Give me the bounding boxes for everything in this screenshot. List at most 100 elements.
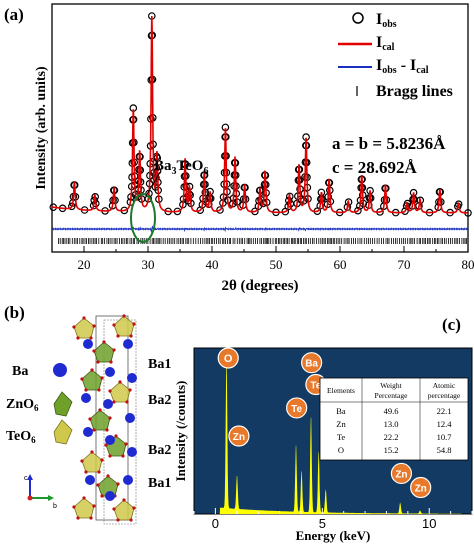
xrd-x-tick-label: 80 <box>462 257 474 272</box>
oxygen-atom <box>92 349 96 353</box>
oxygen-atom <box>108 416 112 420</box>
eds-x-tick-labels: 0 5 10 <box>212 516 437 531</box>
impurity-label: Ba3TeO6 <box>154 158 208 177</box>
legend-cal: Ical <box>376 34 395 53</box>
table-cell: Te <box>337 432 346 442</box>
lattice-c: c = 28.692Å <box>332 158 417 177</box>
oxygen-atom <box>102 340 106 344</box>
panel-b: (b) Ba ZnO6 TeO6 Ba1 Ba2 Ba2 Ba1 c b <box>4 303 171 525</box>
element-badge-label: Zn <box>233 432 245 443</box>
element-badge <box>286 397 308 419</box>
ba-atom <box>85 475 95 485</box>
zno-octahedron <box>89 409 111 431</box>
oxygen-atom <box>114 434 118 438</box>
bragg-lines <box>58 238 467 244</box>
oxygen-atom <box>97 470 101 474</box>
table-header: Atomic <box>433 381 456 390</box>
obs-points <box>49 12 472 217</box>
b-axis-arrowhead <box>48 495 54 501</box>
b-axis-label: b <box>53 503 57 510</box>
oxygen-atom <box>109 360 113 364</box>
panel-b-label: (b) <box>4 303 25 322</box>
lattice-a: a = b = 5.8236Å <box>332 134 446 153</box>
table-cell: 54.8 <box>437 445 452 455</box>
oxygen-atom <box>108 454 112 458</box>
oxygen-atom <box>82 316 86 320</box>
oxygen-atom <box>92 324 96 328</box>
table-header: Weight <box>380 381 402 390</box>
c-axis-label: c <box>24 475 28 482</box>
panel-c-label: (c) <box>442 315 461 334</box>
oxygen-atom <box>89 336 93 340</box>
ba-atom <box>127 447 137 457</box>
ba-atom <box>127 373 137 383</box>
legend-obs-marker <box>352 12 364 24</box>
oxygen-atom <box>96 483 100 487</box>
oxygen-atom <box>98 408 102 412</box>
ba-atom <box>83 339 93 349</box>
element-badge-label: O <box>224 353 233 365</box>
axes-triad: c b <box>24 474 57 510</box>
ba-atom <box>123 339 133 349</box>
oxygen-atom <box>116 334 120 338</box>
site-label-ba2-bottom: Ba2 <box>148 443 171 458</box>
element-badge-label: Ba <box>305 359 318 370</box>
table-header: Elements <box>327 386 355 395</box>
legend-teo-octahedron <box>53 419 73 445</box>
oxygen-atom <box>104 443 108 447</box>
element-badge <box>217 347 239 369</box>
zno-octahedron <box>93 341 115 363</box>
oxygen-atom <box>97 388 101 392</box>
table-cell: 22.1 <box>437 406 452 416</box>
obs-point <box>68 202 76 211</box>
ba-atom <box>105 367 115 377</box>
oxygen-atom <box>100 458 104 462</box>
table-cell: O <box>338 445 344 455</box>
ba-atom <box>103 399 113 409</box>
oxygen-atom <box>84 470 88 474</box>
oxygen-atom <box>112 507 116 511</box>
table-cell: 15.2 <box>384 445 399 455</box>
teo-octahedron <box>113 499 135 521</box>
element-badge <box>390 462 413 485</box>
eds-x-tick-label: 0 <box>212 516 219 531</box>
oxygen-atom <box>112 348 116 352</box>
ba-atom <box>125 413 135 423</box>
eds-x-tick-label: 5 <box>319 516 326 531</box>
ba-atom <box>105 435 115 445</box>
oxygen-atom <box>80 459 84 463</box>
xrd-plot-frame <box>51 3 469 253</box>
xrd-x-tick-label: 60 <box>334 257 347 272</box>
oxygen-atom <box>116 482 120 486</box>
oxygen-atom <box>118 380 122 384</box>
oxygen-atom <box>72 325 76 329</box>
oxygen-atom <box>84 388 88 392</box>
xrd-x-tick-label: 50 <box>270 257 283 272</box>
oxygen-atom <box>80 377 84 381</box>
oxygen-atom <box>88 417 92 421</box>
table-cell: 12.4 <box>437 419 453 429</box>
teo-octahedron <box>73 497 95 519</box>
oxygen-atom <box>132 506 136 510</box>
table-cell: Zn <box>336 419 346 429</box>
eds-y-axis-label: Intensity (/counts) <box>173 381 188 482</box>
legend-ba-label: Ba <box>12 364 28 379</box>
oxygen-atom <box>76 336 80 340</box>
oxygen-atom <box>92 428 96 432</box>
xrd-y-axis-label: Intensity (arb. units) <box>34 66 49 190</box>
site-label-ba2-top: Ba2 <box>148 393 171 408</box>
xrd-x-tick-label: 40 <box>206 257 219 272</box>
table-cell: Ba <box>336 406 346 416</box>
teo-octahedron <box>81 451 103 473</box>
oxygen-atom <box>106 474 110 478</box>
oxygen-atom <box>122 314 126 318</box>
ba-atom <box>105 491 115 501</box>
panel-a-label: (a) <box>4 5 24 24</box>
table-cell: 22.2 <box>384 432 399 442</box>
teo-octahedron <box>113 315 135 337</box>
oxygen-atom <box>122 498 126 502</box>
obs-point <box>216 206 224 214</box>
oxygen-atom <box>96 360 100 364</box>
table-cell: 10.7 <box>437 432 452 442</box>
